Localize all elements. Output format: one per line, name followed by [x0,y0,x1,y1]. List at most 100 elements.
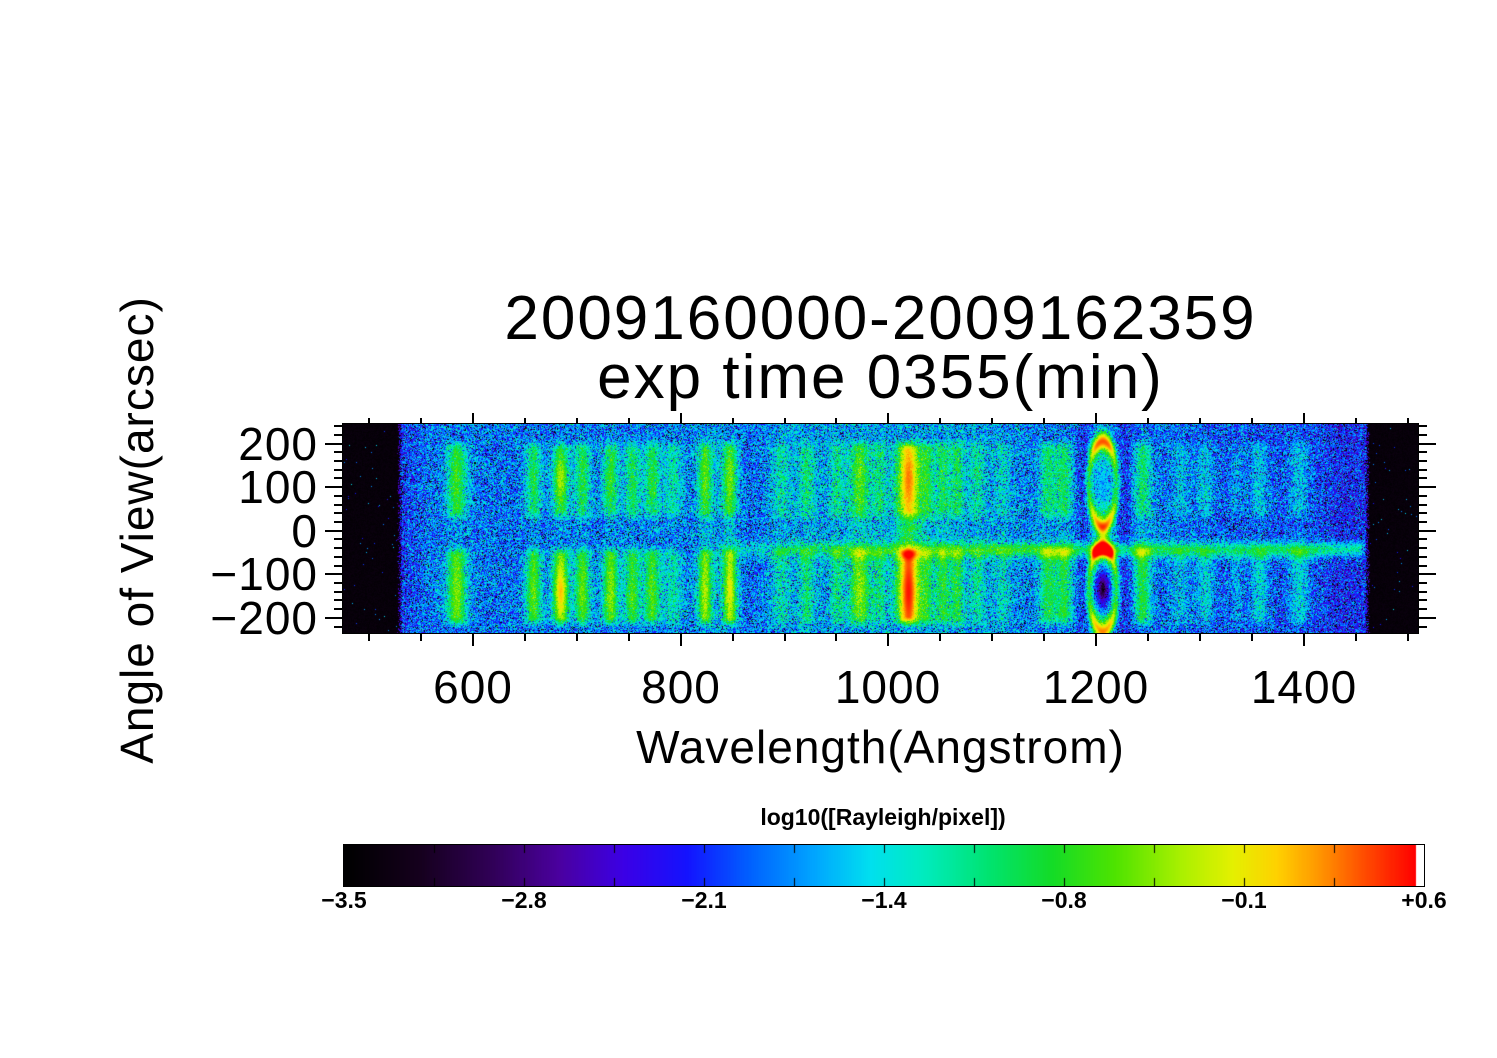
x-minor-tick [732,633,734,641]
x-major-tick [472,633,474,646]
x-major-tick [680,413,682,424]
x-minor-tick [420,418,422,424]
x-major-tick [887,633,889,646]
colorbar-title: log10([Rayleigh/pixel]) [760,804,1006,830]
y-major-tick [325,573,343,575]
y-minor-tick [334,565,343,567]
x-tick-label: 1400 [1250,661,1358,713]
y-minor-tick [1418,460,1427,462]
y-minor-tick [1418,626,1427,628]
y-minor-tick [334,547,343,549]
x-major-tick [472,413,474,424]
y-tick-label: −200 [210,592,318,644]
x-axis-label: Wavelength(Angstrom) [636,721,1125,773]
x-minor-tick [1407,418,1409,424]
y-minor-tick [1418,582,1427,584]
colorbar-tick-label: −3.5 [321,887,367,913]
y-minor-tick [1418,538,1427,540]
x-minor-tick [576,633,578,641]
x-minor-tick [835,633,837,641]
y-major-tick [1418,617,1436,619]
y-minor-tick [1418,425,1427,427]
x-minor-tick [576,418,578,424]
y-major-tick [325,486,343,488]
y-minor-tick [1418,469,1427,471]
colorbar-tick-label: −0.8 [1041,887,1087,913]
y-minor-tick [1418,521,1427,523]
y-tick-label: 200 [238,418,318,470]
y-minor-tick [334,608,343,610]
x-tick-label: 1000 [834,661,942,713]
x-minor-tick [939,418,941,424]
x-minor-tick [524,633,526,641]
y-minor-tick [1418,565,1427,567]
x-minor-tick [1199,633,1201,641]
y-minor-tick [334,495,343,497]
y-minor-tick [334,504,343,506]
y-minor-tick [1418,591,1427,593]
colorbar-gradient [343,844,1425,887]
x-major-tick [680,633,682,646]
y-minor-tick [334,469,343,471]
plot-title: 2009160000-2009162359 [504,284,1257,353]
y-minor-tick [334,521,343,523]
y-minor-tick [334,599,343,601]
x-minor-tick [420,633,422,641]
colorbar-tick-label: +0.6 [1401,887,1447,913]
x-minor-tick [1355,418,1357,424]
x-minor-tick [732,418,734,424]
y-major-tick [1418,443,1436,445]
x-minor-tick [991,633,993,641]
y-minor-tick [334,477,343,479]
y-tick-label: 0 [291,505,318,557]
x-minor-tick [1199,418,1201,424]
y-minor-tick [1418,556,1427,558]
colorbar-tick-label: −2.1 [681,887,727,913]
x-minor-tick [628,418,630,424]
x-minor-tick [1043,633,1045,641]
x-tick-label: 1200 [1042,661,1150,713]
y-minor-tick [334,538,343,540]
y-minor-tick [1418,495,1427,497]
y-minor-tick [334,434,343,436]
y-minor-tick [1418,451,1427,453]
y-tick-label: −100 [210,548,318,600]
y-minor-tick [1418,434,1427,436]
x-minor-tick [939,633,941,641]
x-major-tick [1095,413,1097,424]
x-minor-tick [628,633,630,641]
colorbar-tick-label: −0.1 [1221,887,1267,913]
colorbar-tick-label: −2.8 [501,887,547,913]
y-minor-tick [334,425,343,427]
x-minor-tick [368,418,370,424]
spectrogram-image [342,423,1419,634]
y-minor-tick [1418,477,1427,479]
y-minor-tick [334,512,343,514]
x-major-tick [1303,633,1305,646]
x-minor-tick [784,633,786,641]
y-minor-tick [1418,512,1427,514]
x-major-tick [1095,633,1097,646]
y-minor-tick [334,460,343,462]
x-major-tick [887,413,889,424]
x-minor-tick [368,633,370,641]
y-major-tick [1418,530,1436,532]
y-minor-tick [334,582,343,584]
x-tick-label: 600 [433,661,513,713]
y-minor-tick [334,626,343,628]
x-minor-tick [1355,633,1357,641]
y-minor-tick [1418,599,1427,601]
x-minor-tick [1043,418,1045,424]
y-minor-tick [1418,608,1427,610]
y-minor-tick [334,556,343,558]
x-minor-tick [1147,418,1149,424]
x-minor-tick [835,418,837,424]
y-minor-tick [1418,504,1427,506]
plot-subtitle: exp time 0355(min) [597,343,1164,412]
y-minor-tick [334,591,343,593]
x-minor-tick [784,418,786,424]
x-minor-tick [1147,633,1149,641]
y-tick-label: 100 [238,461,318,513]
x-minor-tick [1251,418,1253,424]
